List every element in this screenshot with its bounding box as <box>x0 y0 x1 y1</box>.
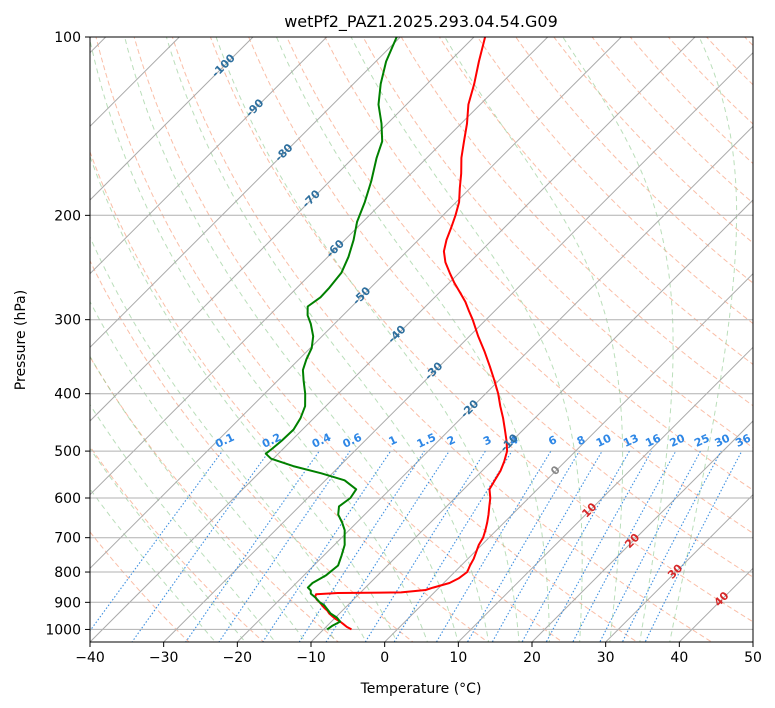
mixing-ratio-line <box>521 450 630 642</box>
x-tick-label: 40 <box>670 650 688 666</box>
isotherm-line <box>90 37 328 275</box>
mixing-ratio-label: 16 <box>643 431 663 449</box>
mixing-ratio-label: 13 <box>621 432 640 450</box>
mixing-ratio-line <box>364 450 486 642</box>
isotherm-line <box>90 37 622 570</box>
mixing-ratio-line <box>644 450 743 642</box>
dry-adiabat-line <box>90 150 489 642</box>
y-tick-label: 100 <box>54 30 81 46</box>
isotherm-line <box>605 493 753 642</box>
dry-adiabat-line <box>90 355 340 642</box>
chart-title: wetPf2_PAZ1.2025.293.04.54.G09 <box>284 12 558 32</box>
isotherm-line <box>90 37 254 201</box>
mixing-ratio-line <box>621 450 722 642</box>
x-tick-label: 0 <box>380 650 389 666</box>
mixing-ratio-line <box>185 450 320 642</box>
moist-adiabat-line <box>90 154 398 642</box>
x-tick-label: 30 <box>597 650 615 666</box>
dry-adiabat-line <box>248 37 753 578</box>
x-tick-label: −20 <box>223 650 253 666</box>
mixing-ratio-label: 30 <box>713 431 733 449</box>
dry-adiabat-line <box>515 37 753 284</box>
isotherm-line <box>163 51 753 642</box>
dry-adiabat-line <box>477 37 753 325</box>
profile-lines <box>264 37 509 631</box>
y-tick-label: 900 <box>54 595 81 611</box>
x-tick-label: −40 <box>75 650 105 666</box>
dry-adiabat-line <box>362 37 753 449</box>
isotherm-line <box>384 272 753 642</box>
axes: −40 −30 −20 −10 0 10 20 30 40 50 100 200 300 400 500 60… <box>45 30 762 666</box>
plot-frame <box>89 36 754 643</box>
mixing-ratio-label: 10 <box>594 431 614 449</box>
dry-adiabat-line <box>209 37 753 623</box>
dry-adiabat-line <box>591 37 753 204</box>
y-tick-label: 700 <box>54 531 81 547</box>
y-tick-label: 800 <box>54 565 81 581</box>
isotherm-line <box>236 125 753 642</box>
mixing-ratio-label: 36 <box>733 431 753 449</box>
mixing-ratio-line <box>491 450 603 642</box>
mixing-ratio-label: 25 <box>692 432 711 450</box>
dry-adiabat-line <box>286 37 753 534</box>
dry-adiabat-line <box>770 24 775 654</box>
mixing-ratio-line <box>466 450 580 642</box>
isotherm-line <box>90 37 475 422</box>
mixing-ratio-line <box>262 450 392 642</box>
y-axis-label: Pressure (hPa) <box>13 290 29 390</box>
y-tick-label: 1000 <box>45 622 81 638</box>
moist-adiabat-line <box>669 37 738 642</box>
dry-adiabat-line <box>171 37 713 642</box>
y-tick-label: 400 <box>54 387 81 403</box>
isotherm-line <box>752 641 753 642</box>
x-axis-label: Temperature (°C) <box>360 681 482 697</box>
plot-area-background <box>90 37 753 642</box>
x-tick-label: 10 <box>449 650 467 666</box>
mixing-ratio-line <box>435 450 552 642</box>
x-tick-label: 50 <box>744 650 762 666</box>
mixing-ratio-line <box>545 450 653 642</box>
moist-adiabat-line <box>215 37 520 642</box>
x-tick-label: −10 <box>296 650 326 666</box>
dry-adiabat-line <box>324 37 753 491</box>
dry-adiabat-line <box>90 259 414 642</box>
dewpoint-profile-line <box>264 37 398 631</box>
isotherm-line <box>457 346 753 642</box>
dry-adiabat-line <box>400 37 753 407</box>
isotherm-line <box>90 37 696 642</box>
dry-adiabat-line <box>95 37 564 642</box>
dry-adiabat-line <box>553 37 753 244</box>
y-tick-label: 300 <box>54 313 81 329</box>
mixing-ratio-label: 20 <box>668 431 688 449</box>
x-tick-label: −30 <box>149 650 179 666</box>
y-tick-label: 500 <box>54 444 81 460</box>
isotherm-line <box>90 37 401 349</box>
y-tick-label: 600 <box>54 491 81 507</box>
mixing-ratio-line <box>218 450 351 642</box>
y-tick-label: 200 <box>54 208 81 224</box>
plot-grid <box>90 24 775 654</box>
isotherm-line <box>531 420 753 642</box>
isotherm-line <box>310 199 753 642</box>
dry-adiabat-line <box>133 37 638 642</box>
isotherm-line <box>90 37 549 496</box>
mixing-ratio-line <box>393 450 513 642</box>
x-tick-label: 20 <box>523 650 541 666</box>
mixing-ratio-line <box>325 450 450 642</box>
